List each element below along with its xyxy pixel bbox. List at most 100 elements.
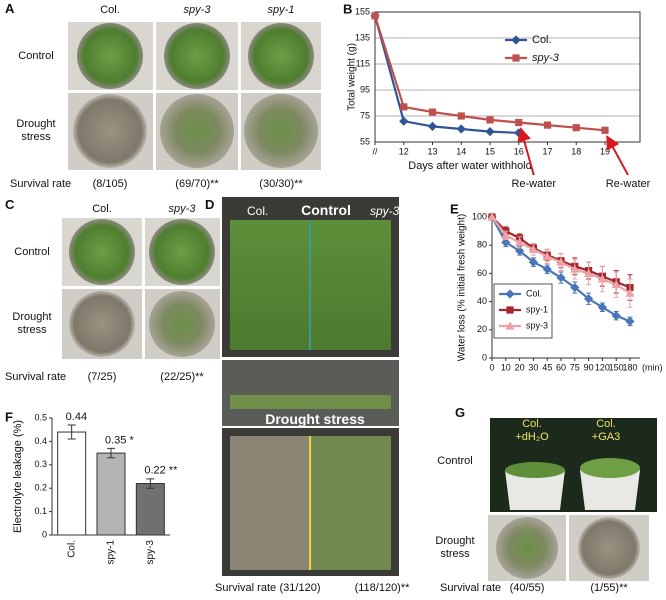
value-label: 0.22 ** <box>144 465 178 477</box>
x-tick-label: 30 <box>528 362 538 372</box>
photo-label: spy-3 <box>370 204 400 218</box>
x-tick-label: // <box>372 146 378 156</box>
y-tick-label: 0.5 <box>34 412 47 422</box>
data-point <box>487 212 497 221</box>
x-tick-label: 10 <box>501 362 511 372</box>
x-tick-label: 75 <box>570 362 580 372</box>
panel-label: A <box>5 1 15 16</box>
survival-value: (118/120)** <box>354 582 410 594</box>
annotation: Re-water <box>606 178 651 190</box>
panel-label: E <box>450 201 459 216</box>
data-point <box>485 127 495 137</box>
data-point <box>542 251 552 261</box>
treatment-label: +GA3 <box>591 431 621 443</box>
data-point <box>515 246 525 256</box>
bar <box>57 431 87 536</box>
row-label: Control <box>437 455 473 467</box>
data-point <box>399 116 409 126</box>
error-bar <box>146 478 155 489</box>
survival-value: (69/70)** <box>175 178 219 190</box>
y-axis-label: Water loss (% initial fresh weight) <box>457 214 468 361</box>
data-point <box>601 126 609 134</box>
x-tick-label: spy-1 <box>106 540 117 565</box>
y-tick-label: 0 <box>482 352 487 362</box>
data-point <box>511 35 521 45</box>
x-tick-label: 12 <box>399 146 409 156</box>
data-point <box>570 264 580 273</box>
data-point <box>556 257 566 266</box>
survival-value: (1/55)** <box>590 582 628 594</box>
survival-label: Survival rate <box>215 582 277 594</box>
data-point <box>512 54 520 62</box>
x-tick-label: 19 <box>600 146 610 156</box>
data-point <box>428 108 437 116</box>
x-tick-label: 180 <box>622 362 637 372</box>
panel-label: D <box>205 197 215 212</box>
row-label: Control <box>18 50 54 62</box>
y-tick-label: 75 <box>360 110 370 120</box>
survival-label: Survival rate <box>10 178 72 190</box>
data-point <box>625 316 635 326</box>
y-tick-label: 0 <box>42 529 47 539</box>
x-tick-label: 18 <box>571 146 581 156</box>
error-bar <box>67 424 76 440</box>
panel-a-photos <box>68 22 321 170</box>
x-tick-label: 17 <box>542 146 552 156</box>
legend-label: Col. <box>532 34 552 46</box>
survival-label: Survival rate <box>440 582 502 594</box>
y-tick-label: 55 <box>360 136 370 146</box>
survival-value: (30/30)** <box>259 178 303 190</box>
data-point <box>625 288 635 297</box>
y-tick-label: 80 <box>477 240 487 250</box>
data-point <box>515 118 523 127</box>
x-tick-label: 14 <box>456 146 466 156</box>
legend-label: Col. <box>526 288 542 298</box>
value-label: 0.44 <box>66 411 87 423</box>
annotation-arrow <box>517 127 535 176</box>
survival-value: (7/25) <box>87 371 117 383</box>
panel-c-photos <box>62 218 220 359</box>
x-tick-label: 20 <box>515 362 525 372</box>
data-point <box>543 121 552 129</box>
survival-label: Survival rate <box>5 371 67 383</box>
data-point <box>515 237 525 246</box>
row-label: Control <box>14 246 50 258</box>
panel-g-photos <box>488 418 657 581</box>
x-tick-label: 15 <box>485 146 495 156</box>
data-point <box>427 121 438 131</box>
y-tick-label: 60 <box>477 268 487 278</box>
x-tick-label: 13 <box>427 146 437 156</box>
x-tick-label: 150 <box>609 362 624 372</box>
row-label: Drought stress <box>12 311 52 336</box>
x-tick-label: 60 <box>556 362 566 372</box>
data-point <box>611 311 621 321</box>
panel-d-photos <box>222 197 399 576</box>
y-tick-label: 115 <box>356 58 370 68</box>
survival-value: (8/105) <box>92 178 128 190</box>
annotation: Re-water <box>511 178 556 190</box>
y-tick-label: 135 <box>355 32 370 42</box>
x-tick-label: 90 <box>584 362 594 372</box>
data-point <box>570 282 580 293</box>
series-line <box>373 15 606 132</box>
x-tick-label: spy-3 <box>145 540 156 565</box>
column-label: spy-1 <box>267 4 295 16</box>
column-label: spy-3 <box>183 4 211 16</box>
series-line <box>373 15 519 134</box>
data-point <box>542 264 552 274</box>
treatment-label: Col. <box>522 418 542 430</box>
x-axis-label: Days after water withhold <box>408 160 532 172</box>
column-label: Col. <box>100 4 120 16</box>
data-point <box>584 268 594 277</box>
photo-label: Col. <box>247 204 269 218</box>
x-tick-label: Col. <box>66 540 77 558</box>
treatment-label: Col. <box>596 418 616 430</box>
error-bar <box>107 447 115 459</box>
data-point <box>584 294 594 304</box>
y-tick-label: 100 <box>472 211 487 221</box>
row-label: Drought stress <box>16 118 56 143</box>
y-tick-label: 0.1 <box>34 506 47 516</box>
bar <box>135 483 165 536</box>
